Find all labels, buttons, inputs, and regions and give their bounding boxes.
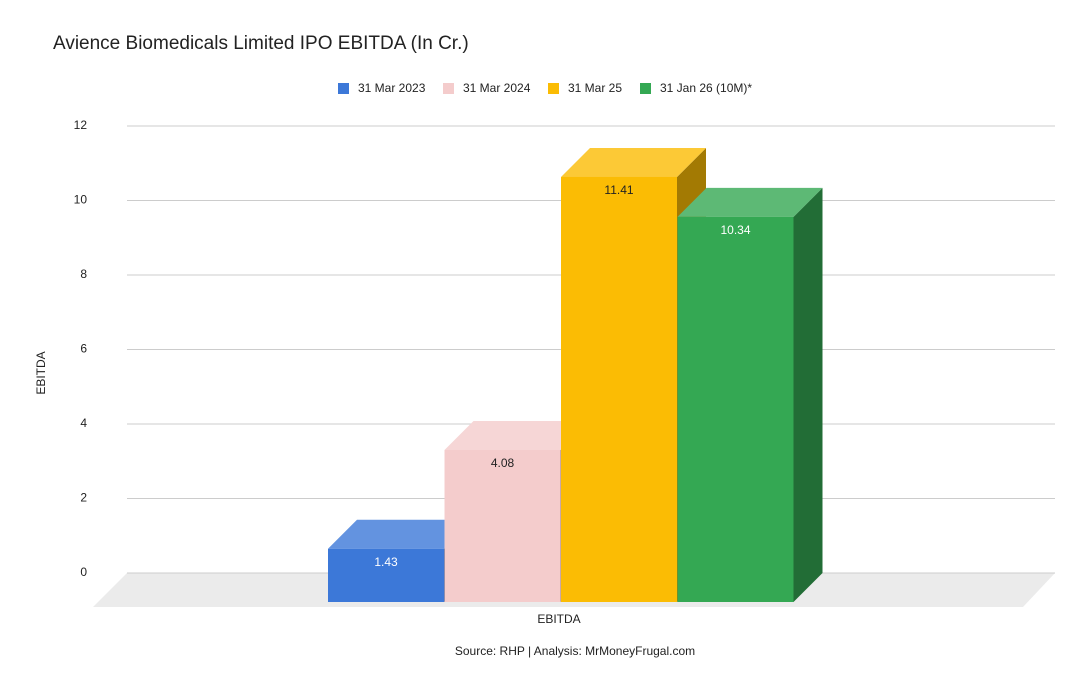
data-label: 1.43 bbox=[374, 555, 398, 569]
y-tick-label: 8 bbox=[80, 267, 87, 281]
chart-title: Avience Biomedicals Limited IPO EBITDA (… bbox=[53, 33, 469, 54]
bar bbox=[677, 216, 794, 602]
data-label: 4.08 bbox=[491, 456, 515, 470]
bar bbox=[328, 548, 444, 602]
y-tick-label: 12 bbox=[74, 118, 88, 132]
bar-top bbox=[444, 421, 590, 451]
bar-top bbox=[328, 519, 473, 549]
legend-swatch bbox=[443, 83, 454, 94]
legend-label: 31 Jan 26 (10M)* bbox=[660, 81, 752, 95]
x-axis-title: EBITDA bbox=[537, 612, 580, 626]
bar-side bbox=[793, 187, 823, 602]
y-tick-label: 0 bbox=[80, 565, 87, 579]
bar-top bbox=[561, 147, 706, 177]
bar bbox=[561, 176, 677, 603]
legend-swatch bbox=[640, 83, 651, 94]
legend-swatch bbox=[338, 83, 349, 94]
legend-label: 31 Mar 25 bbox=[568, 81, 622, 95]
data-label: 11.41 bbox=[604, 183, 633, 197]
y-tick-label: 2 bbox=[80, 491, 87, 505]
legend-label: 31 Mar 2024 bbox=[463, 81, 531, 95]
data-label: 10.34 bbox=[720, 223, 750, 237]
y-tick-label: 4 bbox=[80, 416, 87, 430]
bar-top bbox=[677, 187, 823, 217]
y-axis-title: EBITDA bbox=[34, 351, 48, 394]
source-note: Source: RHP | Analysis: MrMoneyFrugal.co… bbox=[455, 644, 695, 658]
bar bbox=[444, 450, 561, 602]
legend-swatch bbox=[548, 83, 559, 94]
y-tick-label: 6 bbox=[80, 342, 87, 356]
y-tick-label: 10 bbox=[74, 193, 88, 207]
legend-label: 31 Mar 2023 bbox=[358, 81, 426, 95]
